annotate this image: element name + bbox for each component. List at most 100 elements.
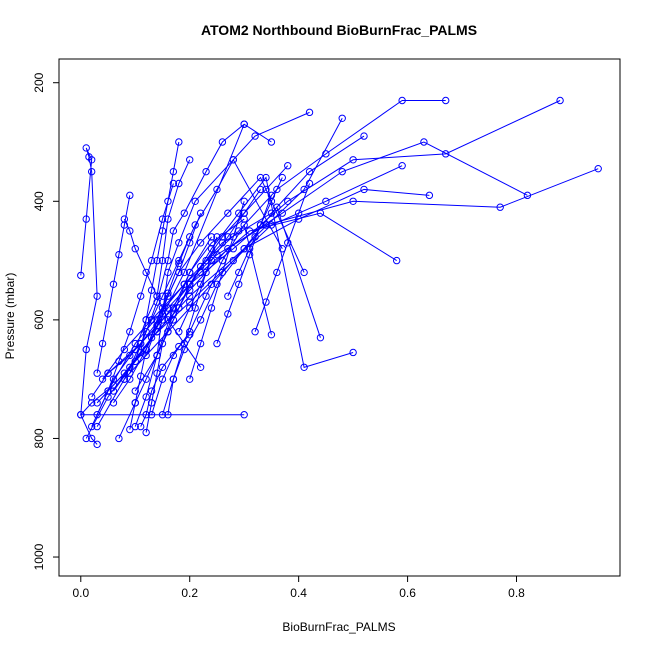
- data-point: [104, 387, 112, 395]
- data-point: [175, 239, 183, 247]
- data-point: [294, 209, 303, 217]
- data-point: [131, 245, 139, 253]
- data-point: [186, 375, 194, 383]
- data-point: [256, 185, 265, 194]
- plot-area-border: [58, 58, 621, 577]
- data-point: [186, 328, 194, 336]
- series-line: [80, 147, 98, 445]
- data-point: [137, 422, 145, 431]
- data-point: [256, 221, 265, 229]
- data-point: [126, 375, 134, 383]
- y-tick-label: 200: [32, 72, 46, 92]
- data-point: [120, 375, 129, 383]
- data-point: [93, 399, 101, 407]
- data-point: [82, 215, 90, 223]
- data-point: [240, 245, 248, 253]
- data-point: [137, 348, 145, 357]
- data-point: [164, 268, 172, 277]
- data-point: [77, 271, 85, 280]
- x-tick-label: 0.8: [508, 586, 525, 600]
- data-point: [251, 132, 259, 140]
- plot-layer: [77, 96, 602, 449]
- data-point: [175, 268, 183, 277]
- data-point: [284, 197, 292, 205]
- data-point: [191, 304, 199, 312]
- data-point: [93, 292, 101, 300]
- series-line: [254, 183, 311, 332]
- data-point: [240, 197, 248, 205]
- data-point: [153, 351, 161, 360]
- data-point: [305, 179, 314, 188]
- data-point: [442, 150, 450, 158]
- data-point: [98, 375, 107, 383]
- data-point: [169, 375, 178, 383]
- x-axis: 0.0 0.2 0.4 0.6 0.8: [72, 575, 525, 600]
- data-point: [300, 363, 308, 371]
- data-point: [425, 191, 434, 200]
- data-point: [251, 328, 259, 336]
- series-line: [96, 100, 561, 415]
- data-point: [85, 153, 93, 161]
- data-point: [82, 345, 90, 354]
- data-point: [213, 185, 221, 194]
- data-point: [235, 209, 243, 217]
- data-point: [349, 197, 357, 205]
- data-point: [191, 197, 199, 205]
- data-point: [235, 268, 243, 277]
- data-point: [224, 310, 232, 318]
- data-point: [180, 339, 188, 348]
- data-point: [180, 268, 188, 277]
- data-point: [196, 209, 205, 217]
- series-line: [151, 223, 272, 415]
- data-point: [262, 185, 270, 194]
- data-point: [240, 120, 248, 128]
- data-point: [109, 387, 118, 395]
- data-point: [218, 268, 227, 277]
- data-point: [196, 339, 205, 348]
- data-point: [93, 422, 101, 431]
- data-point: [169, 351, 178, 360]
- data-point: [142, 316, 150, 324]
- data-point: [284, 162, 292, 170]
- data-point: [196, 280, 205, 288]
- data-point: [82, 144, 90, 152]
- series-line: [91, 212, 397, 398]
- data-point: [213, 233, 221, 241]
- data-point: [137, 292, 145, 300]
- data-point: [229, 233, 237, 241]
- y-axis-label: Pressure (mbar): [3, 273, 17, 360]
- data-point: [186, 239, 194, 247]
- data-point: [164, 328, 172, 336]
- data-point: [87, 422, 96, 431]
- data-point: [158, 411, 167, 419]
- data-point: [153, 369, 161, 377]
- data-point: [115, 434, 123, 443]
- data-point: [87, 167, 96, 176]
- data-point: [186, 304, 194, 312]
- data-point: [142, 268, 150, 277]
- data-point: [93, 440, 101, 449]
- data-point: [147, 256, 156, 265]
- data-point: [338, 167, 346, 176]
- data-point: [142, 351, 150, 360]
- data-point: [202, 167, 210, 176]
- data-point: [147, 286, 156, 294]
- data-point: [207, 256, 216, 265]
- data-point: [235, 280, 243, 288]
- data-point: [224, 292, 232, 300]
- y-tick-label: 400: [32, 191, 46, 211]
- data-point: [126, 227, 134, 235]
- data-point: [175, 328, 183, 336]
- x-tick-label: 0.6: [399, 586, 416, 600]
- data-point: [213, 280, 221, 288]
- data-point: [556, 96, 564, 105]
- data-point: [240, 221, 248, 229]
- chart-title: ATOM2 Northbound BioBurnFrac_PALMS: [201, 22, 477, 38]
- data-point: [98, 339, 107, 348]
- x-axis-label: BioBurnFrac_PALMS: [282, 620, 395, 634]
- data-point: [169, 167, 178, 176]
- data-point: [202, 268, 210, 277]
- y-tick-label: 1000: [32, 543, 46, 570]
